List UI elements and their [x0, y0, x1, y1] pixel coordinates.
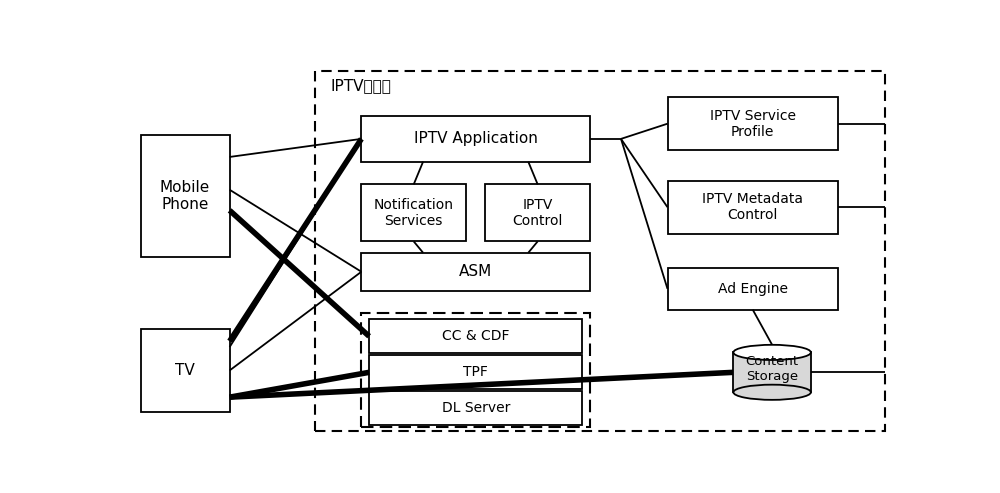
Text: Content
Storage: Content Storage: [746, 354, 799, 383]
FancyBboxPatch shape: [668, 268, 838, 310]
Text: IPTV网络俧: IPTV网络俧: [330, 78, 391, 93]
FancyBboxPatch shape: [140, 329, 230, 412]
FancyBboxPatch shape: [668, 97, 838, 150]
Text: IPTV
Control: IPTV Control: [512, 198, 563, 228]
Text: IPTV Application: IPTV Application: [414, 131, 538, 146]
FancyBboxPatch shape: [369, 319, 582, 353]
Ellipse shape: [733, 345, 811, 360]
Text: TV: TV: [175, 363, 195, 378]
Text: DL Server: DL Server: [442, 401, 510, 416]
FancyBboxPatch shape: [733, 352, 811, 392]
Text: CC & CDF: CC & CDF: [442, 329, 509, 343]
FancyBboxPatch shape: [485, 184, 590, 242]
Text: Ad Engine: Ad Engine: [718, 282, 788, 296]
FancyBboxPatch shape: [369, 355, 582, 389]
FancyBboxPatch shape: [361, 116, 590, 162]
Text: IPTV Service
Profile: IPTV Service Profile: [710, 108, 796, 139]
Text: Notification
Services: Notification Services: [374, 198, 454, 228]
Ellipse shape: [733, 385, 811, 400]
FancyBboxPatch shape: [361, 253, 590, 291]
FancyBboxPatch shape: [668, 180, 838, 234]
FancyBboxPatch shape: [369, 391, 582, 425]
FancyBboxPatch shape: [361, 184, 466, 242]
Text: Mobile
Phone: Mobile Phone: [160, 179, 210, 212]
Text: IPTV Metadata
Control: IPTV Metadata Control: [702, 192, 803, 222]
Text: TPF: TPF: [463, 365, 488, 379]
Text: ASM: ASM: [459, 264, 492, 279]
FancyBboxPatch shape: [140, 135, 230, 256]
